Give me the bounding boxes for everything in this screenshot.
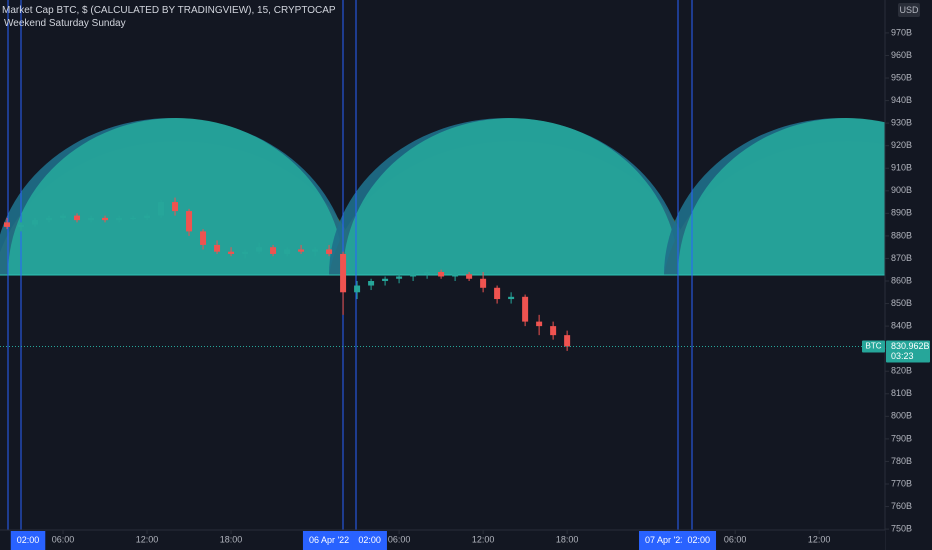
- x-tick-label: 06:00: [52, 534, 75, 544]
- candle-body: [480, 278, 487, 288]
- indicator-name: Weekend Saturday Sunday: [4, 18, 126, 29]
- y-tick-label: 820B: [891, 366, 912, 376]
- candle-body: [564, 335, 571, 347]
- x-tick-label: 12:00: [472, 534, 495, 544]
- plot: [0, 197, 885, 351]
- highlight-tick-label: 06 Apr '22: [309, 535, 349, 545]
- x-tick-label: 06:00: [388, 534, 411, 544]
- axes: 750B760B770B780B790B800B810B820B830B840B…: [10, 27, 930, 550]
- highlight-tick-label: 02:00: [17, 535, 40, 545]
- symbol-tag-label: BTC: [866, 342, 882, 351]
- y-tick-label: 930B: [891, 118, 912, 128]
- x-tick-label: 12:00: [136, 534, 159, 544]
- candle-body: [410, 274, 417, 277]
- candle-body: [284, 249, 291, 254]
- candle-body: [46, 217, 53, 221]
- price-tag: [886, 340, 930, 363]
- currency-box[interactable]: [898, 3, 920, 17]
- price-axis: [885, 0, 932, 550]
- candle-body: [396, 276, 403, 279]
- symbol-tag: [862, 340, 885, 353]
- x-tick-label: 18:00: [556, 534, 579, 544]
- candle-body: [354, 285, 361, 293]
- y-tick-label: 870B: [891, 253, 912, 263]
- candle-body: [116, 217, 123, 221]
- highlight-tick-box: [681, 531, 717, 550]
- y-tick-label: 940B: [891, 95, 912, 105]
- y-tick-label: 780B: [891, 456, 912, 466]
- candle-body: [88, 217, 95, 221]
- y-tick-label: 900B: [891, 185, 912, 195]
- y-tick-label: 850B: [891, 298, 912, 308]
- candle-body: [340, 253, 347, 293]
- candle-body: [312, 249, 319, 252]
- candle-body: [102, 217, 109, 221]
- candle-body: [368, 281, 375, 286]
- candle-body: [214, 244, 221, 252]
- candle-body: [536, 321, 543, 327]
- candle-body: [18, 224, 25, 227]
- highlight-tick-box: [302, 531, 356, 550]
- highlight-tick-box: [352, 531, 387, 550]
- candle-body: [550, 326, 557, 336]
- highlight-tick-label: 02:00: [687, 535, 710, 545]
- candle-body: [4, 222, 11, 227]
- candle-body: [256, 247, 263, 252]
- y-tick-label: 890B: [891, 208, 912, 218]
- weekend-arcs: [0, 118, 932, 535]
- x-tick-label: 12:00: [808, 534, 831, 544]
- y-tick-label: 920B: [891, 140, 912, 150]
- highlight-tick-box: [639, 531, 692, 550]
- candle-body: [32, 220, 39, 225]
- candle-body: [270, 247, 277, 254]
- candle-body: [522, 296, 529, 322]
- candle-body: [158, 202, 165, 216]
- candle-body: [508, 296, 515, 300]
- candle-body: [326, 249, 333, 254]
- candle-body: [60, 215, 67, 218]
- y-tick-label: 840B: [891, 320, 912, 330]
- highlight-tick-box: [10, 531, 46, 550]
- candle-body: [228, 251, 235, 254]
- candle-body: [144, 215, 151, 218]
- candle-body: [74, 215, 81, 221]
- y-tick-label: 880B: [891, 230, 912, 240]
- price-tag-label: 830.962B: [891, 341, 930, 351]
- candle-body: [186, 211, 193, 232]
- y-tick-label: 770B: [891, 478, 912, 488]
- candle-body: [298, 249, 305, 252]
- y-tick-label: 950B: [891, 72, 912, 82]
- candle-body: [466, 274, 473, 279]
- y-tick-label: 800B: [891, 411, 912, 421]
- candle-body: [424, 271, 431, 275]
- candle-body: [438, 271, 445, 277]
- weekend-lines: [7, 0, 693, 530]
- time-axis: [0, 530, 885, 550]
- candle-body: [382, 278, 389, 282]
- currency[interactable]: USD: [899, 5, 919, 15]
- chart-title: Market Cap BTC, $ (CALCULATED BY TRADING…: [2, 5, 336, 16]
- candle-body: [172, 202, 179, 212]
- highlight-tick-label: 07 Apr '22: [645, 535, 685, 545]
- y-tick-label: 960B: [891, 50, 912, 60]
- x-tick-label: 06:00: [724, 534, 747, 544]
- candle-body: [242, 251, 249, 254]
- y-tick-label: 910B: [891, 163, 912, 173]
- candle-body: [452, 274, 459, 277]
- highlight-tick-label: 02:00: [358, 535, 381, 545]
- x-tick-label: 18:00: [220, 534, 243, 544]
- y-tick-label: 810B: [891, 388, 912, 398]
- y-tick-label: 970B: [891, 27, 912, 37]
- y-tick-label: 760B: [891, 501, 912, 511]
- y-tick-label: 790B: [891, 433, 912, 443]
- candle-body: [494, 287, 501, 300]
- y-tick-label: 750B: [891, 523, 912, 533]
- countdown: 03:23: [891, 351, 914, 361]
- candle-body: [130, 217, 137, 219]
- candle-body: [200, 231, 207, 245]
- y-tick-label: 860B: [891, 275, 912, 285]
